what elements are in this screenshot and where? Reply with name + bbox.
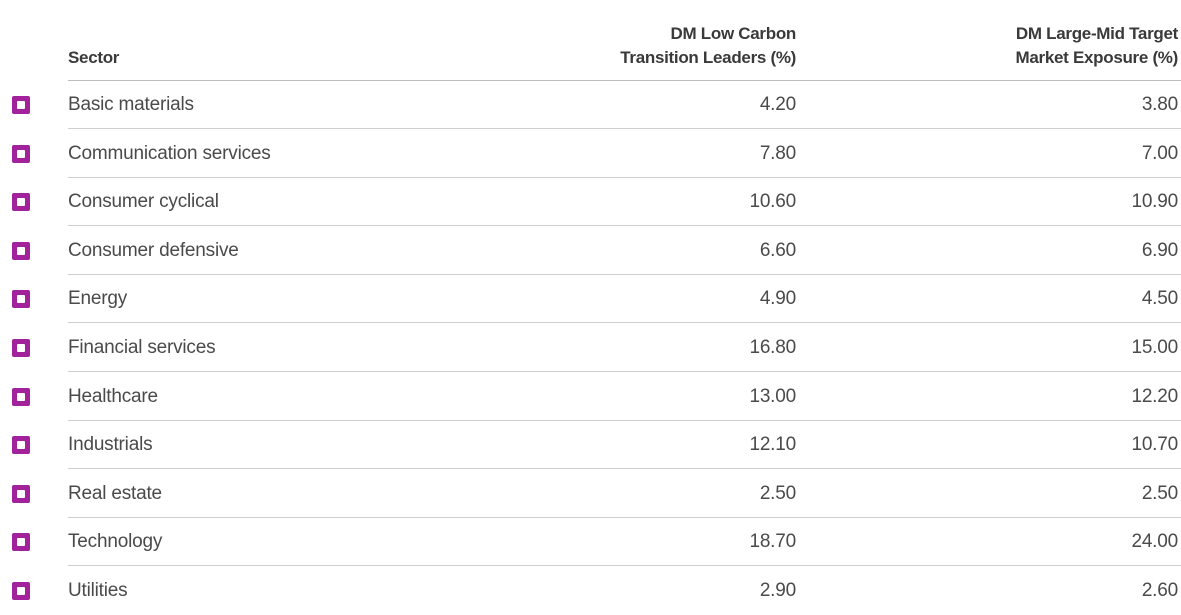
row-rule bbox=[68, 565, 1181, 567]
row-rule bbox=[68, 516, 1181, 518]
row-rule bbox=[68, 273, 1181, 275]
sector-name: Communication services bbox=[68, 142, 271, 164]
weight-value: 2.90 bbox=[759, 580, 796, 601]
table-row: Real estate 2.50 2.50 bbox=[0, 470, 1181, 518]
weight-value: 4.20 bbox=[759, 94, 796, 115]
sector-icon bbox=[12, 241, 30, 260]
table-row: Utilities 2.90 2.60 bbox=[0, 567, 1181, 615]
sector-icon bbox=[12, 96, 30, 114]
row-rule bbox=[68, 371, 1181, 372]
weight-value: 4.90 bbox=[759, 288, 796, 310]
table-row: Healthcare 13.00 12.20 bbox=[0, 373, 1181, 421]
sector-icon bbox=[12, 582, 30, 600]
weight-value: 10.90 bbox=[1131, 191, 1178, 213]
table-row: Communication services 7.80 7.00 bbox=[0, 130, 1181, 178]
table-row: Energy 4.90 4.50 bbox=[0, 275, 1181, 324]
sector-icon bbox=[12, 387, 30, 406]
weight-value: 18.70 bbox=[749, 531, 796, 553]
sector-name: Consumer defensive bbox=[68, 239, 239, 261]
sector-name: Healthcare bbox=[68, 385, 158, 407]
table-row: Consumer defensive 6.60 6.90 bbox=[0, 227, 1181, 275]
sector-icon bbox=[12, 290, 30, 309]
sector-name: Real estate bbox=[68, 482, 162, 504]
weight-value: 2.60 bbox=[1141, 580, 1178, 601]
weight-value: 10.60 bbox=[749, 191, 796, 213]
sector-icon bbox=[12, 436, 30, 455]
sector-name: Financial services bbox=[68, 337, 216, 358]
weight-value: 16.80 bbox=[749, 337, 796, 358]
weight-value: 6.90 bbox=[1141, 239, 1178, 261]
weight-value: 24.00 bbox=[1131, 531, 1178, 553]
sector-name: Consumer cyclical bbox=[68, 191, 219, 213]
header-col1: DM Low Carbon Transition Leaders (%) bbox=[620, 24, 796, 67]
sector-icon bbox=[12, 533, 30, 552]
row-rule bbox=[68, 176, 1181, 178]
weight-value: 15.00 bbox=[1131, 337, 1178, 358]
sector-name: Utilities bbox=[68, 580, 128, 601]
header-col2: DM Large-Mid Target Market Exposure (%) bbox=[1015, 24, 1179, 67]
weight-value: 12.20 bbox=[1131, 385, 1178, 407]
weight-value: 7.80 bbox=[759, 142, 796, 164]
weight-value: 4.50 bbox=[1141, 288, 1178, 310]
weight-value: 13.00 bbox=[749, 385, 796, 407]
weight-value: 3.80 bbox=[1141, 94, 1178, 115]
table-row: Technology 18.70 24.00 bbox=[0, 518, 1181, 567]
row-rule bbox=[68, 128, 1181, 129]
weight-value: 10.70 bbox=[1131, 434, 1178, 456]
table-row: Basic materials 4.20 3.80 bbox=[0, 81, 1181, 129]
weight-value: 6.60 bbox=[759, 239, 796, 261]
header-rule bbox=[68, 80, 1181, 81]
sector-icon bbox=[12, 144, 30, 163]
table-row: Industrials 12.10 10.70 bbox=[0, 421, 1181, 470]
sector-icon bbox=[12, 484, 30, 503]
table-row: Financial services 16.80 15.00 bbox=[0, 324, 1181, 372]
row-rule bbox=[68, 468, 1181, 470]
weight-value: 7.00 bbox=[1141, 142, 1178, 164]
sector-icon bbox=[12, 339, 30, 357]
sector-name: Energy bbox=[68, 288, 128, 310]
weight-value: 2.50 bbox=[1141, 482, 1178, 504]
sector-name: Industrials bbox=[68, 434, 153, 456]
row-rule bbox=[68, 419, 1181, 421]
table-row: Consumer cyclical 10.60 10.90 bbox=[0, 178, 1181, 227]
header-sector: Sector bbox=[68, 48, 120, 67]
row-rule bbox=[68, 322, 1181, 324]
sector-name: Basic materials bbox=[68, 94, 194, 115]
row-rule bbox=[68, 225, 1181, 227]
sector-name: Technology bbox=[68, 531, 163, 553]
weight-value: 2.50 bbox=[759, 482, 796, 504]
weight-value: 12.10 bbox=[749, 434, 796, 456]
sector-icon bbox=[12, 193, 30, 212]
